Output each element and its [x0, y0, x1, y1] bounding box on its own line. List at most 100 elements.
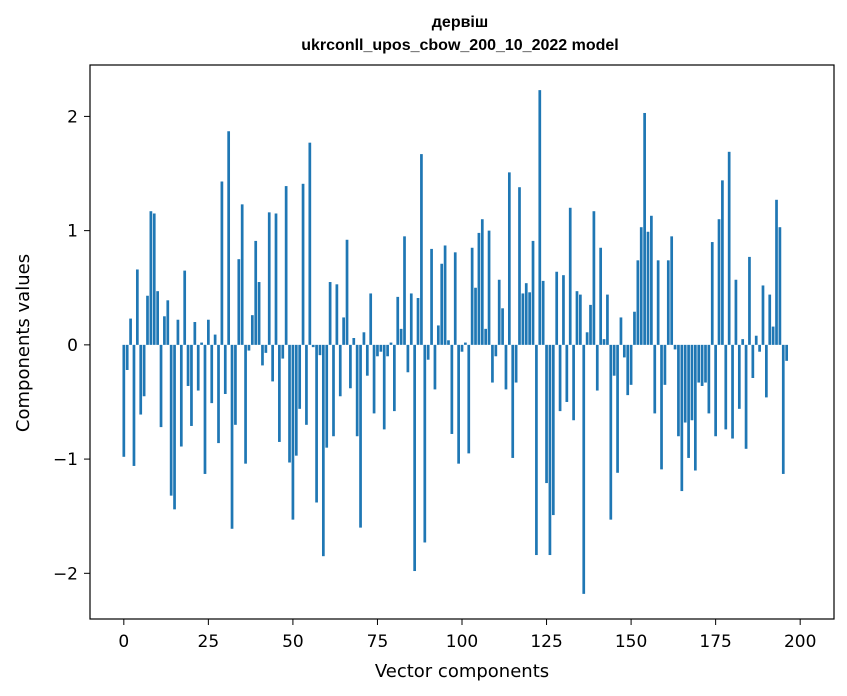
bar — [548, 344, 552, 556]
bar — [629, 344, 633, 385]
bar — [406, 344, 410, 373]
y-axis-label: Components values — [13, 254, 34, 432]
bar — [220, 181, 224, 345]
bar — [443, 245, 447, 345]
bar — [622, 344, 626, 358]
bar — [321, 344, 325, 557]
bar — [301, 183, 305, 345]
bar — [768, 294, 772, 345]
bar — [551, 344, 555, 516]
bar — [338, 344, 342, 397]
y-tick-label: 2 — [67, 107, 78, 127]
bar — [457, 344, 460, 464]
x-tick-label: 125 — [530, 632, 562, 652]
bar — [582, 344, 586, 594]
bar — [673, 344, 677, 350]
bar — [250, 315, 254, 345]
bar — [190, 344, 193, 426]
x-tick-label: 75 — [367, 632, 389, 652]
bar — [213, 334, 217, 345]
bar — [497, 279, 501, 345]
bar — [558, 344, 562, 412]
bar — [335, 284, 339, 345]
bar — [504, 344, 508, 390]
bar — [589, 304, 592, 345]
x-tick-label: 100 — [446, 632, 478, 652]
bar — [653, 344, 657, 414]
bar — [639, 227, 643, 345]
bar — [244, 344, 247, 464]
bar — [365, 344, 369, 376]
bar — [254, 240, 258, 345]
bar — [491, 344, 494, 383]
y-tick-label: 0 — [67, 336, 78, 356]
bar — [436, 325, 440, 345]
bar — [663, 344, 667, 385]
bar — [741, 339, 745, 345]
bar — [700, 344, 704, 386]
y-tick-label: −1 — [53, 450, 78, 470]
bar — [602, 339, 606, 345]
bar — [650, 215, 653, 345]
bar — [152, 213, 156, 345]
bar — [447, 340, 450, 345]
bar — [426, 344, 430, 360]
bar — [403, 236, 406, 345]
bar — [291, 344, 295, 520]
chart-title: дервіш — [432, 14, 488, 31]
bar — [704, 344, 707, 383]
bar — [643, 112, 646, 345]
bar — [595, 344, 599, 391]
bar — [460, 344, 464, 352]
y-axis-ticks: −2 −1 0 1 2 — [53, 107, 90, 584]
x-tick-label: 200 — [784, 632, 816, 652]
bar — [555, 271, 559, 345]
bar — [196, 344, 200, 391]
bar — [166, 300, 170, 345]
bar — [480, 219, 484, 345]
bar — [531, 240, 535, 345]
bar — [298, 344, 302, 409]
bar — [264, 344, 268, 353]
bar — [332, 344, 335, 437]
bar — [169, 344, 173, 496]
bar — [626, 344, 630, 396]
bar — [125, 344, 129, 370]
bar — [714, 344, 717, 437]
bar — [528, 292, 531, 345]
bar — [362, 332, 366, 345]
bar — [173, 344, 176, 510]
bar — [697, 344, 701, 383]
x-tick-label: 0 — [118, 632, 129, 652]
bar — [156, 291, 159, 345]
bar — [311, 344, 315, 348]
bar — [683, 344, 687, 423]
bar — [609, 344, 613, 520]
bar — [751, 344, 755, 378]
bar — [710, 242, 714, 345]
bar — [737, 344, 741, 409]
bar — [393, 344, 396, 412]
bar — [575, 291, 579, 345]
bar — [677, 344, 680, 437]
bar — [420, 154, 423, 345]
bar — [606, 294, 609, 345]
y-tick-label: 1 — [67, 222, 78, 242]
bar — [423, 344, 427, 543]
bar — [399, 328, 403, 345]
bar — [633, 311, 636, 345]
bar — [267, 212, 271, 345]
bar — [693, 344, 697, 471]
bar — [724, 344, 728, 430]
bar — [612, 344, 616, 376]
bar — [325, 344, 329, 448]
bar — [501, 308, 504, 345]
bar — [129, 318, 132, 345]
bar — [376, 344, 379, 357]
bar — [139, 344, 143, 415]
bar — [507, 172, 511, 345]
bar — [467, 344, 471, 454]
bar — [382, 344, 386, 430]
bar — [484, 328, 488, 345]
bar — [660, 344, 663, 470]
